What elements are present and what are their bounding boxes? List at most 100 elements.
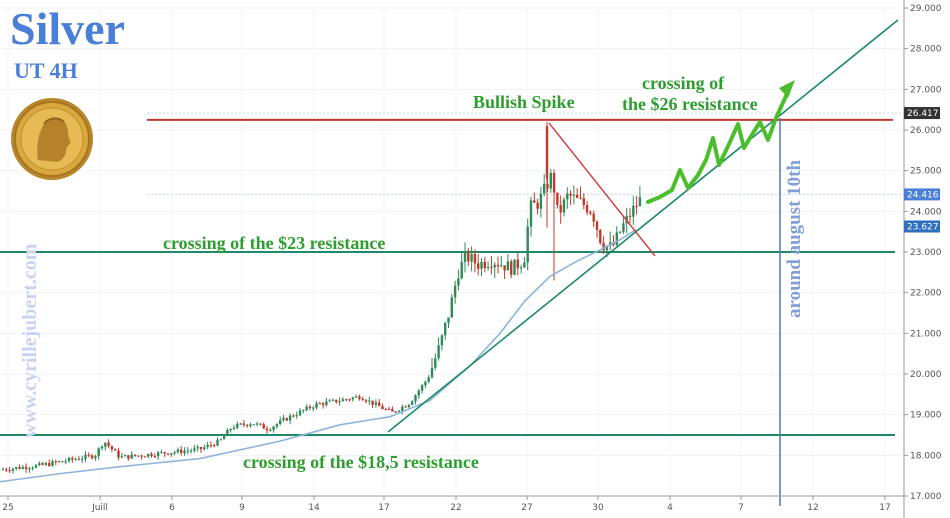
candle-body [569, 193, 572, 196]
candle-body [272, 426, 275, 430]
candle-body [404, 406, 407, 408]
candle-body [64, 461, 67, 463]
candle-body [143, 456, 147, 458]
candle-body [615, 232, 618, 245]
candle-body [104, 442, 107, 447]
y-tick-label: 28.000 [910, 45, 942, 55]
candle-body [361, 398, 364, 401]
candle-body [437, 345, 440, 359]
candle-body [163, 452, 166, 454]
candle-body [160, 452, 163, 454]
candle-body [480, 261, 483, 269]
candle-body [354, 396, 358, 398]
y-tick-label: 23.000 [910, 248, 942, 258]
candle-body [589, 212, 592, 214]
candle-body [21, 466, 24, 469]
candle-body [259, 423, 262, 425]
candle-body [506, 261, 510, 271]
candle-body [275, 424, 279, 427]
candle-body [444, 322, 447, 336]
coin-icon [11, 98, 93, 180]
y-tick-label: 24.000 [910, 207, 942, 217]
candle-body [592, 213, 595, 222]
candle-body [15, 467, 18, 469]
x-tick-label: 25 [2, 503, 13, 513]
candle-body [97, 448, 100, 457]
candles [1, 121, 642, 474]
candle-body [618, 231, 622, 233]
candle-body [120, 456, 123, 458]
moving-average [0, 228, 637, 483]
candle-body [523, 262, 526, 268]
candle-body [282, 418, 285, 421]
price-tag: 26.417 [904, 107, 940, 120]
candle-body [226, 430, 229, 437]
candle-body [242, 423, 246, 425]
candle-body [493, 264, 496, 268]
candle-body [71, 457, 74, 460]
candle-body [470, 254, 473, 262]
candle-body [486, 267, 490, 269]
annotation-bullish-spike: Bullish Spike [473, 92, 575, 112]
watermark-text: www.cyrillejubert.com [19, 243, 41, 438]
candle-body [490, 267, 493, 269]
candle-body [585, 205, 589, 213]
candle-body [440, 335, 444, 346]
candle-body [384, 409, 387, 411]
candle-body [133, 454, 137, 456]
candle-body [186, 450, 189, 452]
x-axis: 25 Juill 6 9 14 17 22 27 30 4 7 12 17 [0, 495, 904, 513]
price-tag-bg [904, 188, 940, 201]
x-tick-label: 6 [169, 503, 175, 513]
candle-body [325, 401, 328, 406]
candle-body [34, 465, 38, 468]
candle-body [8, 470, 11, 472]
price-tag-bg [904, 107, 940, 120]
candle-body [562, 199, 566, 213]
candle-body [638, 197, 642, 207]
candle-body [460, 261, 463, 279]
candle-body [374, 402, 378, 405]
candle-body [189, 450, 193, 452]
y-tick-label: 19.000 [910, 411, 942, 421]
candle-body [477, 263, 480, 269]
candle-body [90, 455, 94, 459]
x-tick-label: 12 [807, 503, 818, 513]
candle-body [529, 200, 533, 227]
candle-body [397, 410, 401, 412]
candle-body [269, 429, 272, 431]
candle-body [543, 183, 546, 194]
annotation-around-august-10th: around august 10th [784, 160, 805, 318]
candle-body [127, 455, 130, 459]
candle-body [84, 454, 87, 459]
price-tag-label: 24.416 [907, 190, 939, 200]
x-tick-label: 30 [592, 503, 604, 513]
resistance-lines [0, 112, 902, 436]
candle-body [292, 415, 295, 417]
candle-body [232, 427, 236, 429]
candle-body [407, 404, 411, 407]
candle-body [239, 423, 242, 425]
candle-body [249, 424, 252, 426]
candle-body [371, 400, 374, 405]
candle-body [246, 424, 249, 426]
y-tick-label: 20.000 [910, 370, 942, 380]
candle-body [140, 455, 143, 457]
candle-body [414, 395, 417, 402]
candle-body [222, 436, 226, 440]
candle-body [166, 453, 170, 455]
price-tag: 24.416 [904, 188, 940, 201]
candle-body [1, 469, 5, 471]
candle-body [420, 385, 424, 391]
candle-body [24, 466, 28, 470]
candle-body [536, 202, 539, 209]
candle-body [203, 447, 206, 450]
y-tick-label: 17.000 [910, 492, 942, 502]
candle-body [351, 397, 354, 400]
y-tick-label: 25.000 [910, 167, 942, 177]
candle-body [77, 459, 81, 461]
candle-body [213, 445, 216, 447]
candle-body [176, 449, 180, 453]
candle-body [368, 400, 371, 402]
